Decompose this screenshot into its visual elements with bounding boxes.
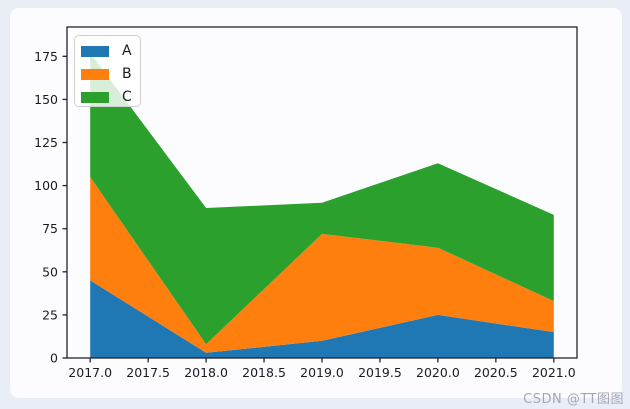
y-tick-label: 175 xyxy=(34,49,58,64)
legend-swatch-a xyxy=(81,45,109,57)
legend-item-c: C xyxy=(81,86,140,108)
y-tick-label: 25 xyxy=(42,307,58,322)
x-tick-label: 2018.0 xyxy=(184,365,228,380)
y-tick-label: 0 xyxy=(50,351,58,366)
y-tick-label: 75 xyxy=(42,221,58,236)
x-tick-label: 2021.0 xyxy=(532,365,576,380)
x-tick-label: 2018.5 xyxy=(242,365,286,380)
area-A xyxy=(90,280,554,358)
legend: A B C xyxy=(74,35,141,107)
x-tick-label: 2019.5 xyxy=(358,365,402,380)
x-tick-label: 2017.0 xyxy=(68,365,112,380)
y-tick-label: 50 xyxy=(42,264,58,279)
area-B xyxy=(90,177,554,353)
x-tick-label: 2020.5 xyxy=(474,365,518,380)
legend-swatch-c xyxy=(81,91,109,103)
y-tick-label: 150 xyxy=(34,92,58,107)
watermark-text: CSDN @TT图图 xyxy=(523,392,624,407)
legend-item-b: B xyxy=(81,63,140,85)
y-tick-label: 100 xyxy=(34,178,58,193)
legend-item-a: A xyxy=(81,40,140,62)
y-tick-label: 125 xyxy=(34,135,58,150)
x-tick-label: 2020.0 xyxy=(416,365,460,380)
x-tick-label: 2019.0 xyxy=(300,365,344,380)
legend-label-a: A xyxy=(122,43,132,59)
legend-label-b: B xyxy=(122,66,132,82)
x-tick-label: 2017.5 xyxy=(126,365,170,380)
legend-swatch-b xyxy=(81,68,109,80)
legend-label-c: C xyxy=(122,89,132,105)
area-C xyxy=(90,52,554,345)
